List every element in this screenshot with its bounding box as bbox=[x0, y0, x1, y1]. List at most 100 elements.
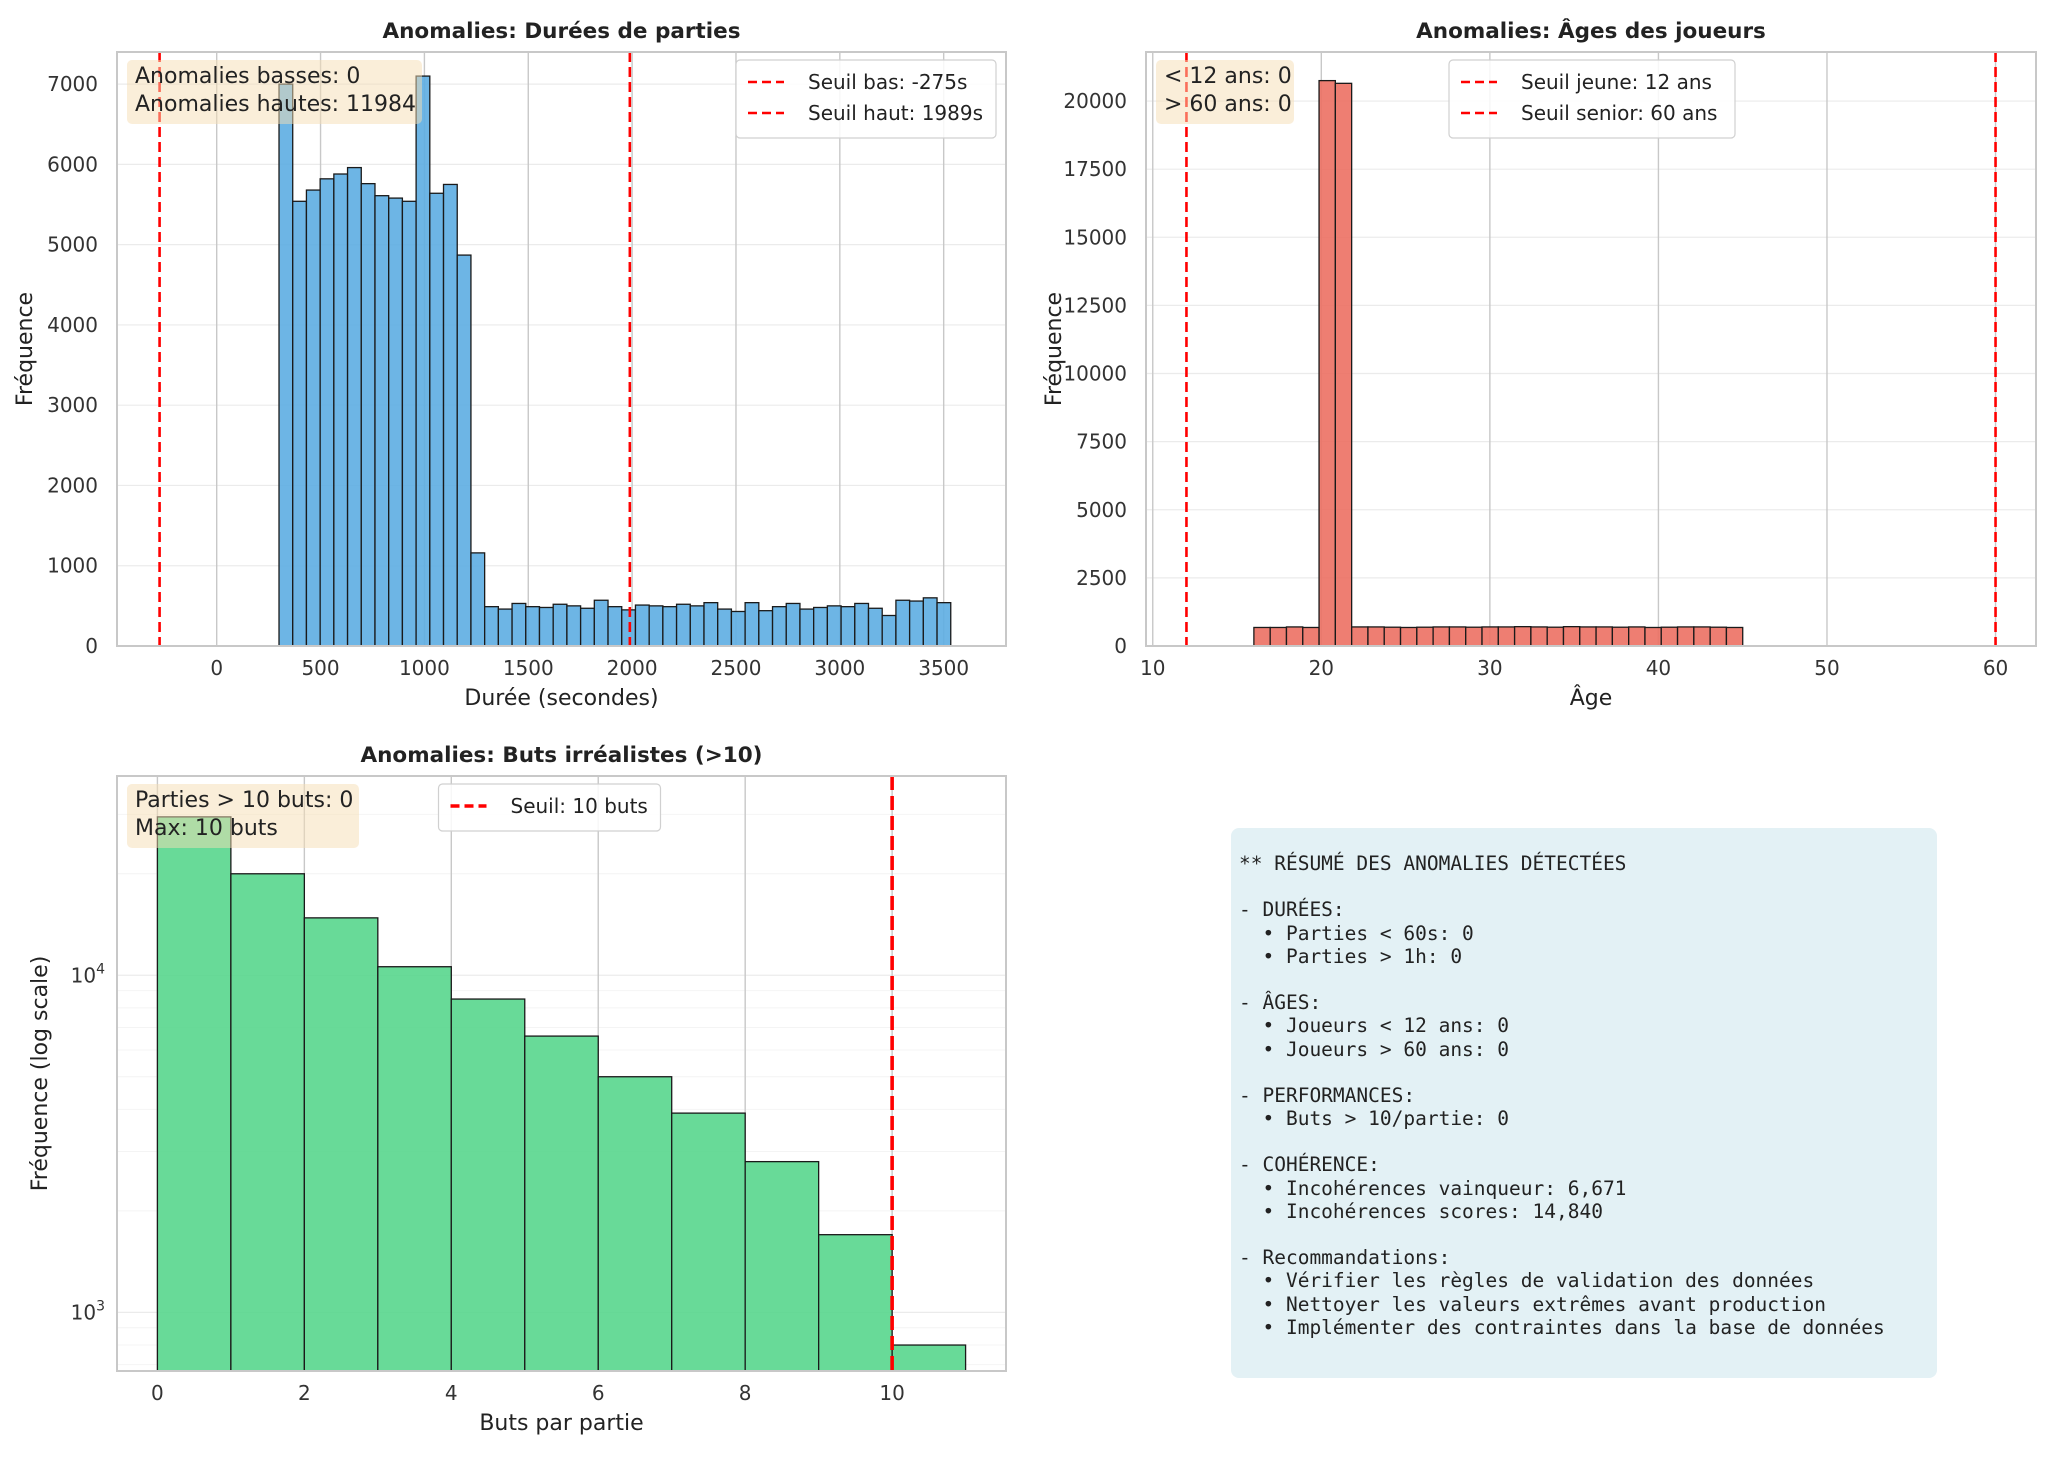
histogram-bar bbox=[1269, 626, 1288, 646]
histogram-bar bbox=[730, 610, 746, 646]
histogram-bar bbox=[497, 608, 513, 646]
legend: Seuil bas: -275s Seuil haut: 1989s bbox=[735, 59, 997, 139]
histogram-bar bbox=[675, 603, 691, 646]
histogram-bar bbox=[744, 1160, 820, 1371]
histogram-bar bbox=[319, 178, 335, 646]
histogram-bar bbox=[1628, 626, 1646, 646]
histogram-bar bbox=[360, 182, 376, 646]
x-tick-label: 10 bbox=[1140, 656, 1165, 680]
histogram-bar bbox=[813, 606, 829, 646]
x-tick-label: 8 bbox=[739, 1381, 752, 1405]
y-tick-label: 2000 bbox=[47, 473, 98, 497]
plot-area bbox=[117, 52, 1006, 646]
x-tick-label: 1500 bbox=[503, 656, 554, 680]
histogram-bar bbox=[867, 607, 883, 646]
histogram-bar bbox=[922, 597, 938, 646]
histogram-bar bbox=[771, 606, 787, 646]
histogram-bar bbox=[1302, 626, 1320, 646]
summary-blank-line bbox=[1239, 968, 1937, 991]
summary-line: • Nettoyer les valeurs extrêmes avant pr… bbox=[1239, 1292, 1826, 1316]
annotation-line: Anomalies basses: 0 bbox=[135, 64, 360, 89]
y-tick-label: 0 bbox=[1114, 634, 1127, 658]
histogram-bar bbox=[305, 189, 321, 646]
histogram-bar bbox=[817, 1234, 893, 1371]
histogram-bar bbox=[1481, 626, 1499, 646]
histogram-bar bbox=[303, 917, 379, 1371]
summary-line: • Joueurs < 12 ans: 0 bbox=[1239, 1014, 1510, 1038]
y-tick-label: 4000 bbox=[47, 313, 98, 337]
x-tick-label: 2000 bbox=[607, 656, 658, 680]
axes-frame bbox=[116, 775, 1007, 1372]
x-tick-label: 1000 bbox=[399, 656, 450, 680]
histogram-bar bbox=[156, 816, 232, 1371]
y-tick-label: 103 bbox=[71, 1298, 105, 1324]
legend: Seuil jeune: 12 ans Seuil senior: 60 ans bbox=[1448, 59, 1736, 139]
y-axis-label: Fréquence (log scale) bbox=[28, 956, 53, 1192]
x-tick-label: 50 bbox=[1814, 656, 1839, 680]
summary-line: • Buts > 10/partie: 0 bbox=[1239, 1107, 1510, 1131]
histogram-bar bbox=[552, 603, 568, 646]
x-axis-label: Durée (secondes) bbox=[464, 686, 658, 711]
histogram-bar bbox=[1530, 626, 1548, 646]
histogram-bar bbox=[566, 605, 582, 646]
histogram-bar bbox=[1676, 626, 1695, 646]
histogram-bar bbox=[689, 605, 705, 646]
legend-frame bbox=[437, 783, 662, 832]
histogram-bar bbox=[785, 602, 801, 646]
histogram-bar bbox=[1611, 626, 1630, 646]
summary-blank-line bbox=[1239, 1223, 1937, 1246]
histogram-bar bbox=[1595, 626, 1614, 646]
summary-blank-line bbox=[1239, 875, 1937, 898]
histogram-bar bbox=[1367, 626, 1385, 646]
axes-frame bbox=[1145, 51, 2037, 647]
histogram-bar bbox=[579, 607, 595, 646]
histogram-bar bbox=[1693, 626, 1711, 646]
histogram-bar bbox=[333, 173, 349, 646]
bars bbox=[1253, 79, 1744, 646]
legend-label: Seuil jeune: 12 ans bbox=[1521, 70, 1712, 94]
annotation-background bbox=[127, 784, 359, 848]
annotation-line: > 60 ans: 0 bbox=[1164, 92, 1292, 117]
legend-frame bbox=[735, 59, 997, 139]
legend-label: Seuil: 10 buts bbox=[511, 794, 648, 818]
histogram-bar bbox=[1416, 626, 1434, 646]
annotation-line: < 12 ans: 0 bbox=[1164, 64, 1292, 89]
bars bbox=[156, 816, 967, 1371]
histogram-bar bbox=[1285, 626, 1304, 646]
histogram-bar bbox=[1383, 626, 1402, 646]
histogram-bar bbox=[401, 200, 417, 646]
legend-label: Seuil senior: 60 ans bbox=[1521, 101, 1717, 125]
summary-line: - DURÉES: bbox=[1239, 898, 1345, 922]
histogram-bar bbox=[1709, 626, 1728, 646]
histogram-bar bbox=[292, 200, 308, 646]
plot-area bbox=[1146, 52, 2036, 646]
histogram-bar bbox=[758, 610, 774, 646]
summary-line: • Implémenter des contraintes dans la ba… bbox=[1239, 1315, 1885, 1339]
y-tick-label: 0 bbox=[85, 634, 98, 658]
x-tick-label: 3500 bbox=[918, 656, 969, 680]
histogram-bar bbox=[744, 602, 760, 646]
x-tick-label: 40 bbox=[1646, 656, 1671, 680]
y-tick-label: 5000 bbox=[47, 233, 98, 257]
summary-line: - PERFORMANCES: bbox=[1239, 1083, 1416, 1107]
summary-line: • Parties > 1h: 0 bbox=[1239, 944, 1463, 968]
chart-title: Anomalies: Âges des joueurs bbox=[1416, 18, 1766, 44]
histogram-bar bbox=[442, 183, 458, 646]
histogram-bar bbox=[593, 599, 609, 646]
y-tick-label: 2500 bbox=[1076, 566, 1127, 590]
summary-line: • Incohérences vainqueur: 6,671 bbox=[1239, 1176, 1627, 1200]
x-tick-label: 2500 bbox=[711, 656, 762, 680]
y-tick-label: 7000 bbox=[47, 72, 98, 96]
histogram-bar bbox=[895, 599, 911, 646]
x-tick-label: 4 bbox=[445, 1381, 458, 1405]
summary-line: • Incohérences scores: 14,840 bbox=[1239, 1199, 1603, 1223]
histogram-bar bbox=[854, 602, 870, 646]
histogram-bar bbox=[1579, 626, 1597, 646]
summary-line: - Recommandations: bbox=[1239, 1246, 1451, 1270]
histogram-bar bbox=[891, 1344, 967, 1371]
summary-blank-line bbox=[1239, 1130, 1937, 1153]
legend-label: Seuil haut: 1989s bbox=[808, 101, 983, 125]
histogram-bar bbox=[377, 966, 452, 1371]
legend: Seuil: 10 buts bbox=[437, 783, 662, 832]
y-tick-label: 12500 bbox=[1063, 293, 1127, 317]
